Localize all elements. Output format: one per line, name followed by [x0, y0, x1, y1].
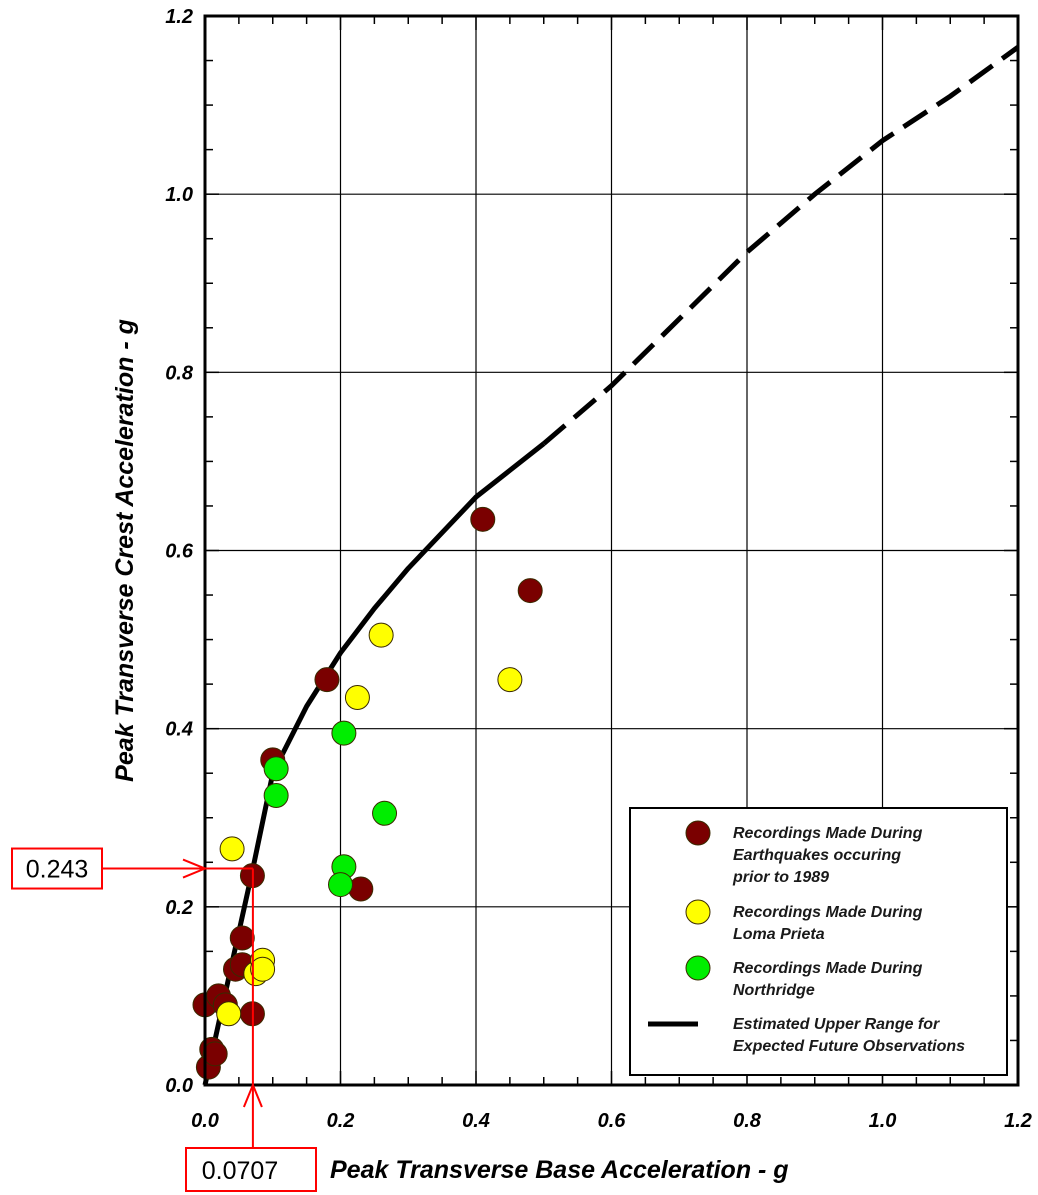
y-tick-label: 0.8 [165, 362, 194, 384]
y-axis-title: Peak Transverse Crest Acceleration - g [111, 319, 139, 782]
upper-range-curve-solid [202, 441, 546, 1086]
annotations: 0.243 0.0707 [11, 847, 317, 1192]
legend-label: Estimated Upper Range for [733, 1016, 940, 1033]
data-point [219, 836, 245, 862]
legend-marker [685, 955, 711, 981]
legend-box [629, 807, 1008, 1076]
data-point [348, 876, 374, 902]
plot-frame [203, 14, 1020, 1087]
x-tick-label: 0.2 [327, 1110, 355, 1132]
x-tick-label: 1.2 [1004, 1110, 1032, 1132]
data-point [216, 1001, 242, 1027]
y-tick-label: 0.6 [165, 541, 194, 563]
legend-label: prior to 1989 [732, 869, 829, 886]
data-point [314, 667, 340, 693]
x-tick-label: 1.0 [869, 1110, 897, 1132]
data-point [517, 578, 543, 604]
y-tick-label: 1.2 [165, 6, 193, 28]
y-annotation-label: 0.243 [26, 856, 89, 884]
data-point [368, 622, 394, 648]
data-point [470, 506, 496, 532]
upper-range-curve-dashed [542, 45, 1020, 446]
data-point [202, 1041, 228, 1067]
x-annotation-arrow [242, 1082, 263, 1108]
legend-marker [685, 820, 711, 846]
x-annotation-label: 0.0707 [202, 1157, 278, 1185]
y-tick-labels: 0.0 0.2 0.4 0.6 0.8 1.0 1.2 [165, 6, 194, 1097]
x-tick-label: 0.8 [733, 1110, 762, 1132]
data-point [331, 720, 357, 746]
x-tick-labels: 0.0 0.2 0.4 0.6 0.8 1.0 1.2 [191, 1110, 1032, 1132]
data-point [497, 667, 523, 693]
x-tick-label: 0.0 [191, 1110, 219, 1132]
x-tick-label: 0.6 [598, 1110, 627, 1132]
data-point [344, 684, 370, 710]
data-point [263, 782, 289, 808]
legend-label: Recordings Made During [733, 960, 923, 977]
y-tick-label: 0.0 [165, 1075, 193, 1097]
legend: Recordings Made During Earthquakes occuri… [629, 807, 1008, 1076]
legend-label: Earthquakes occuring [733, 847, 901, 864]
legend-marker [685, 899, 711, 925]
data-point [328, 872, 353, 898]
y-annotation-arrow [182, 858, 208, 879]
legend-label: Recordings Made During [733, 825, 923, 842]
legend-label: Expected Future Observations [733, 1038, 965, 1055]
upper-range-curve [202, 45, 1020, 1086]
data-point [263, 756, 289, 782]
legend-label: Recordings Made During [733, 904, 923, 921]
legend-label: Loma Prieta [733, 926, 825, 943]
data-point [372, 800, 398, 826]
x-annotation-box [185, 1147, 317, 1192]
x-tick-label: 0.4 [462, 1110, 490, 1132]
y-tick-label: 1.0 [165, 184, 193, 206]
y-tick-label: 0.4 [165, 719, 193, 741]
legend-label: Northridge [733, 982, 815, 999]
y-tick-label: 0.2 [165, 897, 193, 919]
data-point [229, 925, 255, 951]
x-axis-title: Peak Transverse Base Acceleration - g [330, 1156, 789, 1184]
data-points [192, 506, 543, 1080]
data-point [250, 956, 276, 982]
